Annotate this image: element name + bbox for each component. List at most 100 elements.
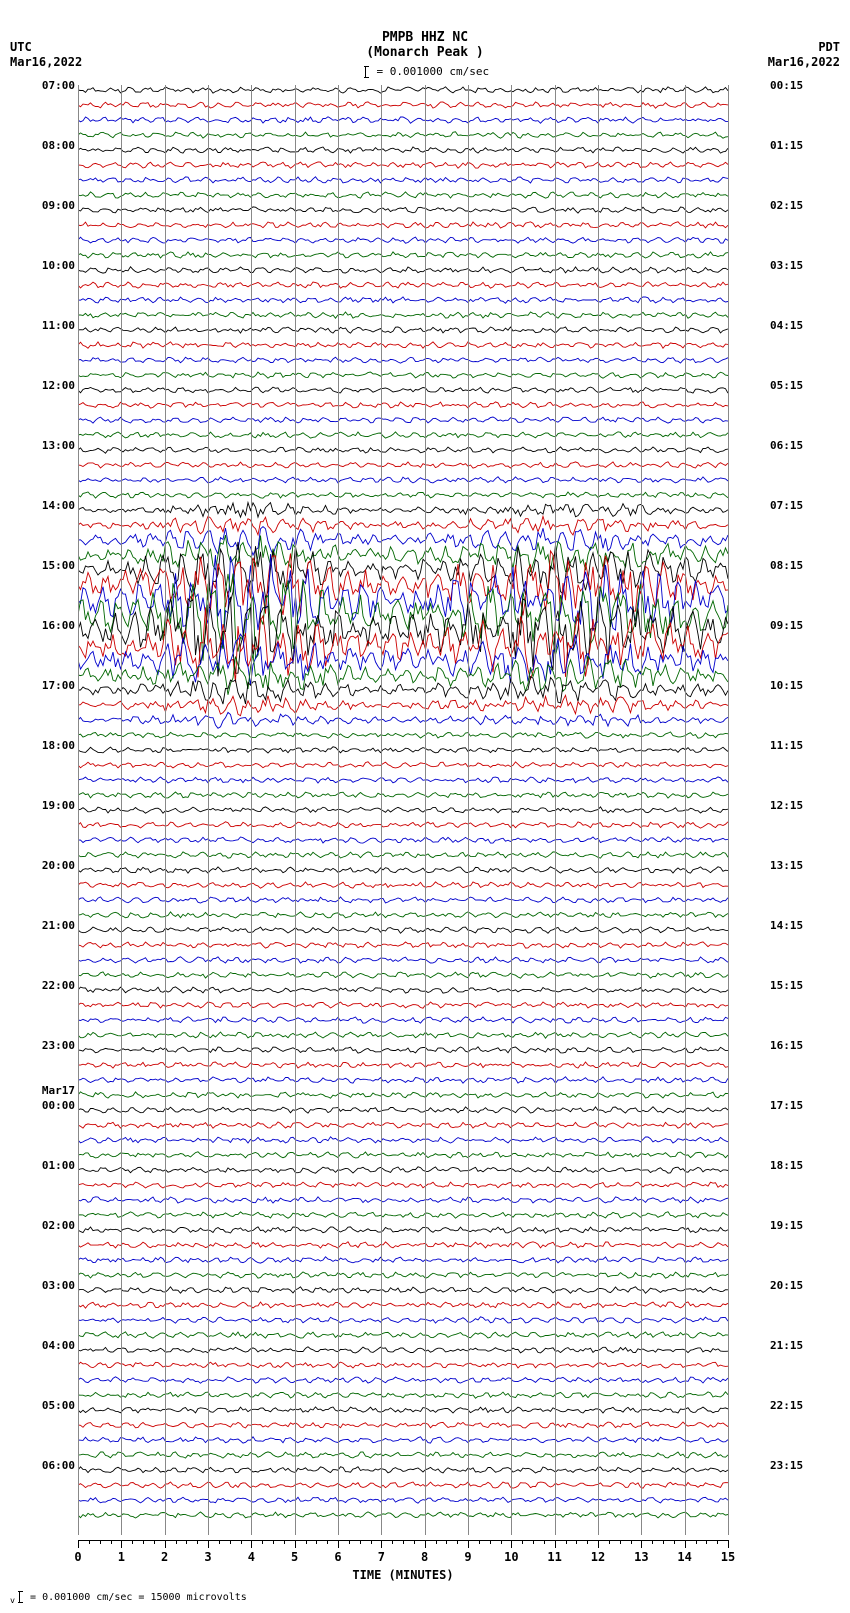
seismic-trace [78,822,728,828]
right-time-label: 01:15 [770,139,803,152]
x-tick-label: 1 [118,1550,125,1564]
right-time-label: 10:15 [770,679,803,692]
left-time-label: 04:00 [42,1339,75,1352]
right-time-label: 19:15 [770,1219,803,1232]
seismic-trace [78,516,728,535]
x-tick-label: 0 [74,1550,81,1564]
x-tick [598,1540,599,1548]
left-time-label: 11:00 [42,319,75,332]
x-tick-minor [273,1540,274,1544]
left-time-label: 12:00 [42,379,75,392]
right-time-label: 14:15 [770,919,803,932]
seismic-trace [78,1227,728,1233]
left-time-label: 09:00 [42,199,75,212]
x-tick-minor [262,1540,263,1544]
seismic-trace [78,927,728,933]
x-tick [78,1540,79,1548]
left-time-label: 21:00 [42,919,75,932]
seismic-trace [78,1347,728,1353]
x-tick-label: 2 [161,1550,168,1564]
left-time-label: 07:00 [42,79,75,92]
right-time-label: 16:15 [770,1039,803,1052]
left-time-label: 22:00 [42,979,75,992]
x-tick-label: 15 [721,1550,735,1564]
x-tick-label: 13 [634,1550,648,1564]
x-tick-minor [284,1540,285,1544]
x-tick-label: 12 [591,1550,605,1564]
station-code: PMPB HHZ NC [0,30,850,45]
right-time-label: 08:15 [770,559,803,572]
seismic-trace [78,492,728,498]
x-tick-label: 5 [291,1550,298,1564]
seismic-trace [78,297,728,303]
seismic-trace [78,1362,728,1368]
right-time-label: 07:15 [770,499,803,512]
seismic-trace [78,852,728,858]
station-location: (Monarch Peak ) [0,45,850,60]
right-time-label: 09:15 [770,619,803,632]
left-time-label: 10:00 [42,259,75,272]
left-time-label: 17:00 [42,679,75,692]
seismic-trace [78,912,728,918]
seismic-trace [78,1422,728,1428]
x-tick-label: 4 [248,1550,255,1564]
grid-vertical [208,85,209,1535]
seismic-trace [78,777,728,783]
x-tick-minor [360,1540,361,1544]
seismic-trace [78,1437,728,1443]
x-tick-minor [241,1540,242,1544]
seismic-trace [78,312,728,318]
x-tick-minor [197,1540,198,1544]
x-tick-minor [652,1540,653,1544]
grid-vertical [641,85,642,1535]
seismic-trace [78,1152,728,1158]
left-time-label: 03:00 [42,1279,75,1292]
x-tick-minor [587,1540,588,1544]
seismic-trace [78,1452,728,1458]
seismic-trace [78,1302,728,1308]
timezone-right: PDT [818,40,840,54]
seismic-trace [78,1332,728,1338]
grid-vertical [511,85,512,1535]
seismic-trace [78,882,728,888]
seismic-trace [78,102,728,108]
left-time-label: 05:00 [42,1399,75,1412]
right-time-label: 22:15 [770,1399,803,1412]
x-tick [251,1540,252,1548]
left-time-label: 08:00 [42,139,75,152]
seismic-trace [78,1317,728,1323]
seismic-trace [78,1017,728,1023]
seismic-trace [78,1242,728,1248]
seismic-trace [78,1407,728,1413]
x-tick-minor [132,1540,133,1544]
x-tick-label: 3 [204,1550,211,1564]
seismic-trace [78,972,728,978]
left-time-label: Mar17 [42,1084,75,1097]
x-tick-minor [219,1540,220,1544]
right-time-axis: 00:1501:1502:1503:1504:1505:1506:1507:15… [770,85,820,1535]
left-time-label: 20:00 [42,859,75,872]
x-tick [381,1540,382,1548]
grid-vertical [598,85,599,1535]
x-tick-label: 7 [378,1550,385,1564]
x-axis-title: TIME (MINUTES) [352,1568,453,1582]
x-tick [338,1540,339,1548]
left-time-label: 02:00 [42,1219,75,1232]
seismic-trace [78,792,728,798]
right-time-label: 23:15 [770,1459,803,1472]
right-time-label: 13:15 [770,859,803,872]
x-tick-minor [674,1540,675,1544]
seismic-trace [78,942,728,948]
seismic-trace [78,732,728,738]
grid-vertical [165,85,166,1535]
seismic-trace [78,1287,728,1293]
seismic-trace [78,477,728,483]
right-time-label: 00:15 [770,79,803,92]
seismic-trace [78,1467,728,1473]
grid-vertical [251,85,252,1535]
x-tick-minor [446,1540,447,1544]
x-tick-minor [501,1540,502,1544]
x-tick-minor [111,1540,112,1544]
x-tick-label: 10 [504,1550,518,1564]
x-tick [295,1540,296,1548]
